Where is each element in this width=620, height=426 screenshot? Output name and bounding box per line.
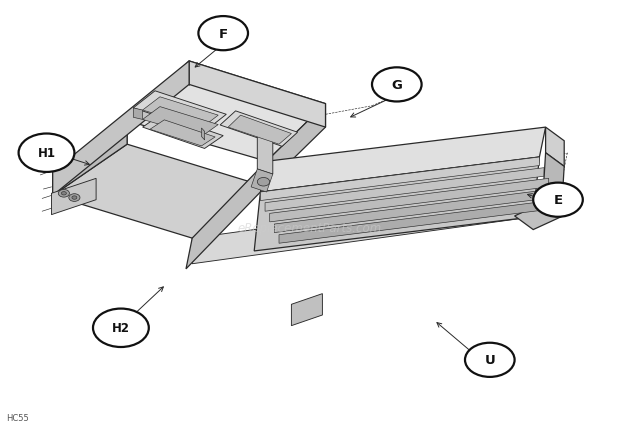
Polygon shape (270, 179, 549, 222)
Polygon shape (53, 121, 127, 196)
Polygon shape (251, 170, 273, 193)
Circle shape (61, 192, 66, 196)
Polygon shape (254, 158, 539, 251)
Polygon shape (53, 62, 189, 196)
Circle shape (72, 196, 77, 200)
Polygon shape (542, 153, 564, 217)
Circle shape (533, 183, 583, 217)
Text: G: G (391, 79, 402, 92)
Circle shape (257, 178, 270, 187)
Polygon shape (53, 121, 127, 196)
Text: HC55: HC55 (6, 413, 29, 422)
Polygon shape (143, 98, 218, 129)
Circle shape (58, 190, 69, 198)
Circle shape (19, 134, 74, 173)
Polygon shape (143, 115, 223, 149)
Text: E: E (554, 194, 562, 207)
Polygon shape (515, 204, 561, 230)
Polygon shape (546, 128, 564, 167)
Text: H1: H1 (37, 147, 56, 160)
Polygon shape (127, 62, 326, 162)
Circle shape (198, 17, 248, 51)
Polygon shape (275, 190, 554, 233)
Polygon shape (189, 62, 326, 128)
Polygon shape (260, 158, 539, 201)
Polygon shape (143, 107, 218, 137)
Circle shape (465, 343, 515, 377)
Polygon shape (192, 192, 533, 264)
Polygon shape (257, 136, 273, 175)
Polygon shape (186, 162, 267, 269)
Polygon shape (133, 109, 143, 120)
Polygon shape (267, 104, 326, 185)
Polygon shape (291, 294, 322, 326)
Text: eReplacementParts.com: eReplacementParts.com (238, 222, 382, 234)
Text: U: U (484, 354, 495, 366)
Circle shape (69, 194, 80, 202)
Polygon shape (133, 92, 226, 132)
Circle shape (93, 309, 149, 347)
Polygon shape (53, 145, 267, 239)
Polygon shape (279, 200, 558, 244)
Polygon shape (260, 128, 546, 193)
Polygon shape (228, 116, 291, 145)
Text: F: F (219, 28, 228, 40)
Polygon shape (220, 112, 298, 147)
Text: H2: H2 (112, 322, 130, 334)
Circle shape (372, 68, 422, 102)
Polygon shape (202, 129, 205, 141)
Polygon shape (265, 168, 544, 212)
Polygon shape (150, 121, 215, 147)
Polygon shape (51, 179, 96, 215)
